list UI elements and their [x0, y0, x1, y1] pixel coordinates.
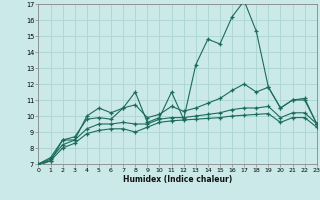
X-axis label: Humidex (Indice chaleur): Humidex (Indice chaleur) [123, 175, 232, 184]
